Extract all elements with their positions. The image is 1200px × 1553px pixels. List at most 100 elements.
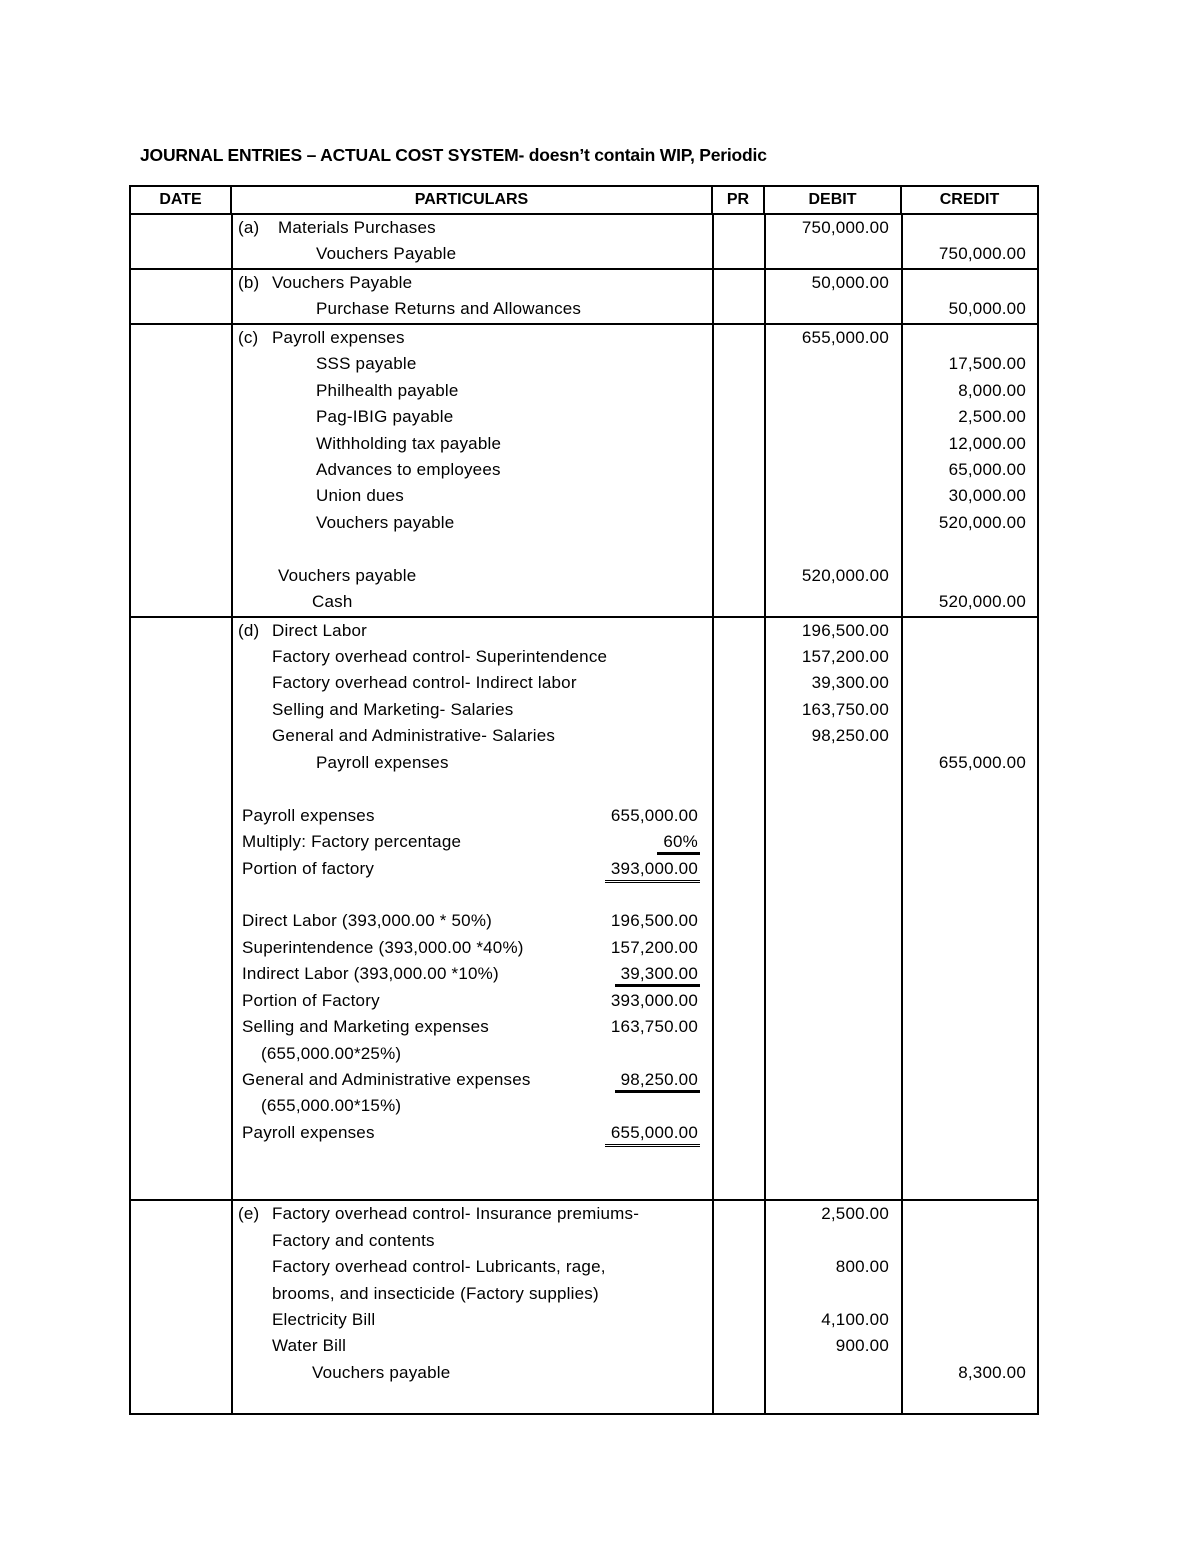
header-date: DATE bbox=[131, 187, 232, 213]
table-row: SSS payable 17,500.00 bbox=[131, 351, 1037, 377]
account-name: Vouchers payable bbox=[312, 1362, 451, 1382]
debit-amount: 655,000.00 bbox=[801, 327, 889, 347]
account-name: Payroll expenses bbox=[272, 327, 405, 347]
computation-amount: 393,000.00 bbox=[610, 990, 698, 1010]
journal-table: DATE PARTICULARS PR DEBIT CREDIT (a) Mate… bbox=[129, 185, 1039, 1415]
table-row: Water Bill 900.00 bbox=[131, 1333, 1037, 1359]
computation-amount: 393,000.00 bbox=[604, 859, 700, 883]
account-name: Vouchers payable bbox=[316, 512, 455, 532]
table-row: Withholding tax payable 12,000.00 bbox=[131, 431, 1037, 457]
table-row: Payroll expenses 655,000.00 bbox=[131, 803, 1037, 829]
column-divider bbox=[901, 324, 903, 616]
credit-amount: 17,500.00 bbox=[948, 354, 1026, 374]
debit-amount: 163,750.00 bbox=[801, 699, 889, 719]
account-name: Factory overhead control- Superintendenc… bbox=[272, 647, 608, 666]
credit-amount: 520,000.00 bbox=[938, 592, 1026, 612]
debit-amount: 520,000.00 bbox=[801, 565, 889, 585]
column-divider bbox=[231, 269, 233, 323]
table-row: (b) Vouchers Payable 50,000.00 bbox=[131, 270, 1037, 296]
debit-amount: 98,250.00 bbox=[811, 726, 889, 746]
column-divider bbox=[764, 617, 766, 1200]
table-row: Multiply: Factory percentage 60% bbox=[131, 829, 1037, 856]
debit-amount: 2,500.00 bbox=[821, 1204, 889, 1224]
column-divider bbox=[712, 617, 714, 1200]
table-row: Factory overhead control- Lubricants, ra… bbox=[131, 1254, 1037, 1280]
account-name: Vouchers payable bbox=[278, 565, 417, 585]
account-name: Direct Labor bbox=[272, 620, 367, 640]
header-credit: CREDIT bbox=[939, 191, 1000, 208]
account-name: SSS payable bbox=[316, 354, 417, 374]
computation-label: Indirect Labor (393,000.00 *10%) bbox=[242, 964, 499, 984]
journal-entry-section: (b) Vouchers Payable 50,000.00 Purchase Ret… bbox=[131, 269, 1037, 325]
table-row bbox=[131, 1173, 1037, 1199]
debit-amount: 196,500.00 bbox=[801, 620, 889, 640]
table-row: Advances to employees 65,000.00 bbox=[131, 457, 1037, 483]
table-row bbox=[131, 882, 1037, 908]
computation-label: Selling and Marketing expenses bbox=[242, 1017, 489, 1037]
computation-label: (655,000.00*25%) bbox=[261, 1043, 402, 1063]
entry-letter: (e) bbox=[238, 1204, 260, 1224]
computation-label: Portion of factory bbox=[242, 858, 375, 878]
header-pr: PR bbox=[713, 187, 765, 213]
computation-label: Direct Labor (393,000.00 * 50%) bbox=[242, 911, 493, 931]
column-divider bbox=[712, 215, 714, 268]
table-header: DATE PARTICULARS PR DEBIT CREDIT bbox=[131, 187, 1037, 215]
credit-amount: 8,300.00 bbox=[958, 1362, 1026, 1382]
account-name: Materials Purchases bbox=[278, 218, 436, 237]
column-divider bbox=[764, 269, 766, 323]
table-row: Factory and contents bbox=[131, 1228, 1037, 1254]
account-name: Selling and Marketing- Salaries bbox=[272, 699, 514, 719]
computation-label: Payroll expenses bbox=[242, 1122, 375, 1142]
table-row: (d) Direct Labor 196,500.00 bbox=[131, 618, 1037, 644]
table-row: Vouchers payable 520,000.00 bbox=[131, 563, 1037, 589]
account-name: Union dues bbox=[316, 486, 405, 506]
account-name: Advances to employees bbox=[316, 459, 501, 479]
computation-amount: 196,500.00 bbox=[610, 911, 698, 931]
table-row: Payroll expenses 655,000.00 bbox=[131, 1120, 1037, 1147]
journal-entry-section: (c) Payroll expenses 655,000.00 SSS payable… bbox=[131, 324, 1037, 618]
table-row: Factory overhead control- Indirect labor… bbox=[131, 670, 1037, 696]
column-divider bbox=[712, 269, 714, 323]
credit-amount: 655,000.00 bbox=[938, 752, 1026, 772]
credit-amount: 520,000.00 bbox=[938, 512, 1026, 532]
column-divider bbox=[901, 617, 903, 1200]
column-divider bbox=[231, 1201, 233, 1413]
table-row: Factory overhead control- Superintendenc… bbox=[131, 644, 1037, 670]
account-name: Factory overhead control- Indirect labor bbox=[272, 673, 577, 693]
account-name: Water Bill bbox=[272, 1336, 347, 1356]
computation-amount: 157,200.00 bbox=[610, 937, 698, 957]
computation-amount: 163,750.00 bbox=[610, 1017, 698, 1037]
header-debit: DEBIT bbox=[765, 187, 902, 213]
table-row: Portion of factory 393,000.00 bbox=[131, 856, 1037, 883]
credit-amount: 12,000.00 bbox=[948, 433, 1026, 453]
account-name: General and Administrative- Salaries bbox=[272, 726, 556, 746]
computation-label: Multiply: Factory percentage bbox=[242, 832, 462, 852]
journal-entry-section: (e) Factory overhead control- Insurance p… bbox=[131, 1201, 1037, 1413]
computation-amount: 655,000.00 bbox=[610, 805, 698, 825]
column-divider bbox=[764, 215, 766, 268]
table-row: Selling and Marketing expenses 163,750.00 bbox=[131, 1014, 1037, 1040]
header-particulars: PARTICULARS bbox=[232, 187, 713, 213]
account-name: Payroll expenses bbox=[316, 752, 449, 772]
account-name: Withholding tax payable bbox=[316, 433, 502, 453]
column-divider bbox=[231, 324, 233, 616]
table-row: Philhealth payable 8,000.00 bbox=[131, 378, 1037, 404]
journal-entry-section: (d) Direct Labor 196,500.00 Factory overhea… bbox=[131, 617, 1037, 1202]
credit-amount: 65,000.00 bbox=[948, 459, 1026, 479]
computation-amount: 98,250.00 bbox=[614, 1070, 700, 1093]
computation-amount: 60% bbox=[657, 832, 700, 856]
column-divider bbox=[901, 1201, 903, 1413]
column-divider bbox=[712, 324, 714, 616]
table-row bbox=[131, 536, 1037, 562]
table-row: (655,000.00*25%) bbox=[131, 1041, 1037, 1067]
table-row: Vouchers Payable 750,000.00 bbox=[131, 241, 1037, 267]
journal-entry-section: (a) Materials Purchases 750,000.00 Vouchers… bbox=[131, 215, 1037, 270]
table-row: Selling and Marketing- Salaries 163,750.0… bbox=[131, 697, 1037, 723]
account-name: Electricity Bill bbox=[272, 1309, 376, 1329]
table-row: (c) Payroll expenses 655,000.00 bbox=[131, 325, 1037, 351]
table-row: Purchase Returns and Allowances 50,000.00 bbox=[131, 296, 1037, 322]
entry-letter: (d) bbox=[238, 620, 260, 640]
computation-amount: 655,000.00 bbox=[604, 1123, 700, 1147]
account-name: Factory overhead control- Insurance prem… bbox=[272, 1204, 640, 1224]
table-row bbox=[131, 1146, 1037, 1172]
